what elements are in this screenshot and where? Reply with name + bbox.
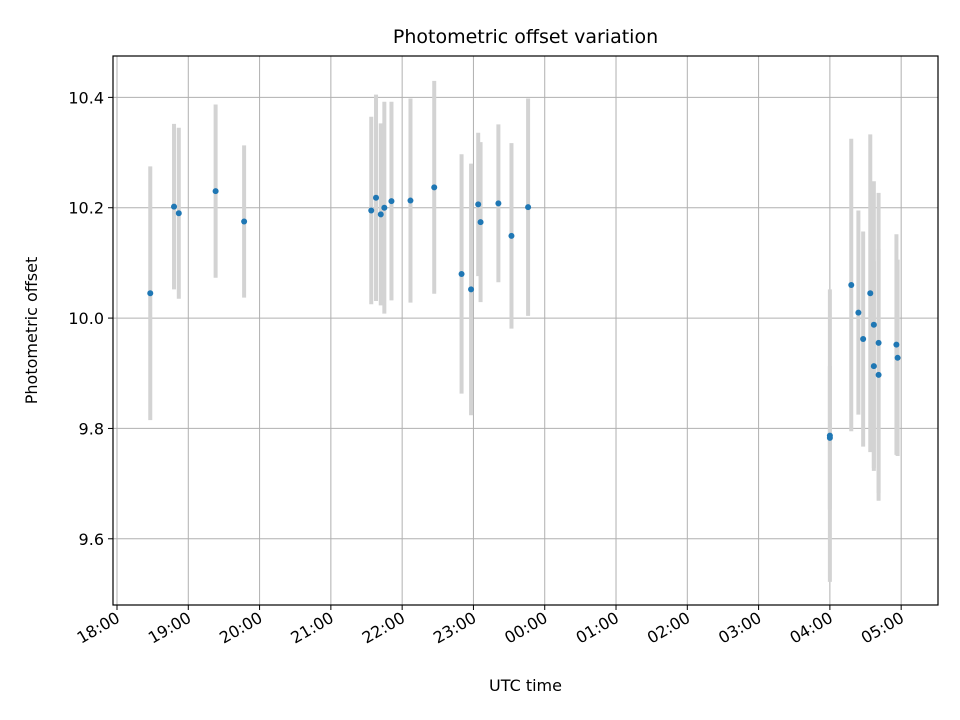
x-axis-label: UTC time — [489, 676, 562, 695]
data-point — [495, 200, 502, 207]
data-point — [508, 232, 515, 239]
data-point — [475, 201, 482, 208]
data-point — [175, 210, 182, 217]
plot-frame — [112, 55, 939, 606]
data-point — [381, 204, 388, 211]
data-point — [477, 219, 484, 226]
data-point — [373, 194, 380, 201]
data-point — [241, 218, 248, 225]
y-tick-label: 10.4 — [68, 88, 104, 107]
data-point — [458, 270, 465, 277]
y-tick-label: 9.6 — [79, 530, 104, 549]
y-axis-ticks: 9.6 9.8 10.0 10.2 10.4 — [68, 88, 113, 549]
data-point — [525, 204, 532, 211]
data-point — [826, 434, 833, 441]
data-point — [860, 336, 867, 343]
y-tick-label: 10.0 — [68, 309, 104, 328]
data-point — [368, 207, 375, 214]
data-point — [388, 198, 395, 205]
data-point — [875, 339, 882, 346]
data-point — [407, 197, 414, 204]
y-tick-label: 9.8 — [79, 419, 104, 438]
data-point — [171, 203, 178, 210]
data-point — [147, 290, 154, 297]
grid — [113, 56, 938, 605]
chart-title: Photometric offset variation — [393, 26, 658, 48]
data-point — [431, 184, 438, 191]
y-axis-label: Photometric offset — [22, 257, 41, 405]
data-point — [875, 371, 882, 378]
data-point — [468, 286, 475, 293]
data-point — [848, 281, 855, 288]
data-point — [867, 290, 874, 297]
data-points — [147, 184, 901, 441]
data-point — [894, 354, 901, 361]
data-point — [870, 321, 877, 328]
data-point — [212, 188, 219, 195]
data-point — [855, 309, 862, 316]
data-point — [870, 363, 877, 370]
data-point — [893, 341, 900, 348]
data-point — [377, 211, 384, 218]
y-tick-label: 10.2 — [68, 199, 104, 218]
